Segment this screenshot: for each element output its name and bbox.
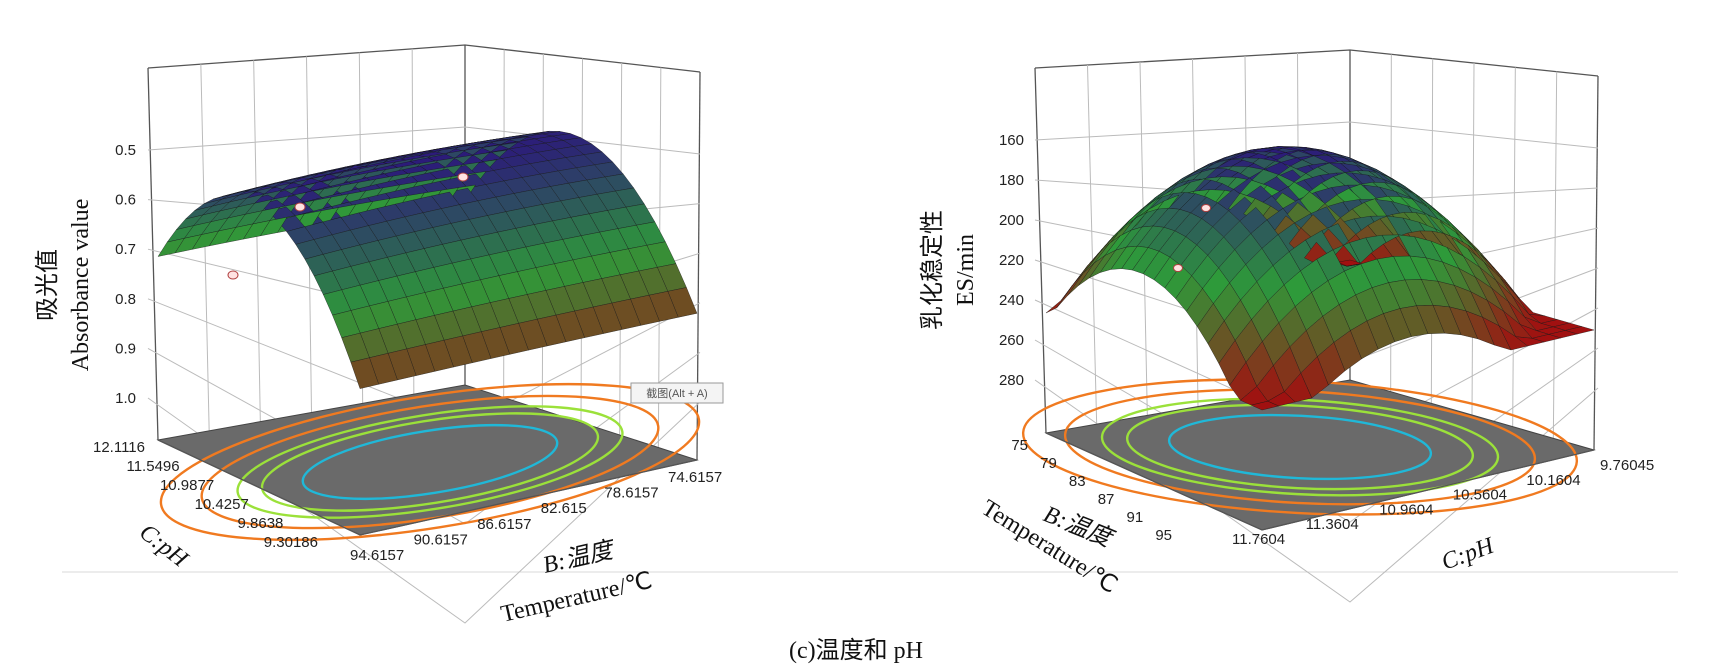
c-tick-label: 10.9877: [160, 477, 214, 494]
contour-line: [1167, 413, 1433, 481]
z-axis-label-en: ES/min: [953, 234, 979, 306]
z-tick-label: 0.9: [115, 340, 136, 357]
b-tick-label: 87: [1098, 491, 1115, 508]
b-tick-label: 86.6157: [477, 516, 531, 533]
c-tick-label: 12.1116: [93, 439, 145, 456]
z-axis-label-cn: 乳化稳定性: [919, 210, 946, 330]
surface-patch: [1056, 273, 1084, 308]
z-axis-label-cn: 吸光值: [34, 249, 61, 321]
contour-line: [236, 405, 624, 519]
b-tick-label: 91: [1127, 509, 1144, 526]
right-wall-edge: [1593, 75, 1599, 451]
b-axis-label-en: Temperature/℃: [499, 568, 655, 628]
design-points: [1173, 204, 1211, 272]
z-tick-label: 0.5: [115, 142, 136, 159]
wall-gridline: [1552, 71, 1558, 439]
chart-emulsion-stability: 160 180 200 220 240 260 280 75 79 83 87 91 95 11.76…: [919, 49, 1654, 603]
z-tick-label: 0.6: [115, 192, 136, 209]
figure-caption: (c)温度和 pH: [789, 637, 923, 664]
c-tick-label: 9.76045: [1600, 457, 1654, 474]
left-wall-edge: [147, 67, 159, 441]
c-tick-label: 11.7604: [1232, 531, 1285, 548]
b-tick-label: 95: [1155, 527, 1172, 544]
b-tick-label: 83: [1069, 473, 1086, 490]
b-tick-label: 79: [1040, 455, 1057, 472]
contour-line: [159, 382, 701, 542]
surface-patch: [157, 237, 185, 257]
contour-lines: [159, 382, 701, 542]
z-tick-label: 0.8: [115, 291, 136, 308]
surface-patch: [1250, 400, 1280, 411]
b-tick-label: 75: [1011, 437, 1028, 454]
z-tick-labels: 0.5 0.6 0.7 0.8 0.9 1.0: [115, 142, 136, 407]
design-point: [457, 172, 469, 182]
c-axis-label: C:pH: [1438, 532, 1499, 575]
z-tick-label: 1.0: [115, 390, 136, 407]
c-axis-label: C:pH: [134, 519, 193, 573]
floor-plane: [1044, 379, 1596, 531]
screenshot-tooltip-text: 截图(Alt + A): [646, 386, 707, 400]
surface-patch: [350, 357, 380, 389]
b-tick-label: 94.6157: [350, 547, 404, 564]
contour-line: [301, 423, 559, 501]
b-tick-label: 78.6157: [604, 485, 658, 502]
screenshot-tooltip: [630, 382, 724, 404]
c-tick-labels: 11.7604 11.3604 10.9604 10.5604 10.1604 9.760…: [1232, 457, 1654, 548]
response-surface: [1045, 146, 1595, 411]
c-tick-label: 9.8638: [238, 515, 284, 532]
b-tick-label: 74.6157: [668, 469, 722, 486]
c-tick-label: 10.1604: [1526, 472, 1580, 489]
back-top-edge: [147, 44, 701, 73]
wall-gridline: [1512, 67, 1516, 427]
b-tick-labels: 94.6157 90.6157 86.6157 82.615 78.6157 74.615…: [350, 469, 722, 564]
wall-gridline: [200, 64, 210, 431]
c-tick-label: 10.5604: [1453, 487, 1507, 504]
z-tick-label: 180: [999, 172, 1024, 189]
z-axis-label-en: Absorbance value: [68, 199, 94, 372]
wall-gridline: [1087, 64, 1098, 425]
b-tick-label: 82.615: [541, 500, 587, 517]
b-tick-label: 90.6157: [414, 531, 468, 548]
design-point: [1173, 264, 1183, 272]
left-wall-edge: [1034, 67, 1047, 434]
z-gridline: [147, 126, 701, 155]
floor-front-edges: [1045, 432, 1595, 531]
b-tick-labels: 75 79 83 87 91 95: [1011, 437, 1172, 544]
z-tick-labels: 160 180 200 220 240 260 280: [999, 132, 1024, 389]
contour-line: [1125, 403, 1475, 491]
wall-gridline: [253, 60, 261, 422]
z-tick-label: 280: [999, 372, 1024, 389]
c-tick-label: 10.4257: [195, 496, 249, 513]
design-point: [1201, 204, 1211, 212]
z-gridline: [1034, 339, 1599, 523]
z-tick-label: 220: [999, 252, 1024, 269]
c-tick-label: 11.3604: [1306, 516, 1359, 533]
design-point: [294, 202, 306, 212]
z-tick-label: 0.7: [115, 241, 136, 258]
floor-front-edges: [157, 439, 698, 536]
surface-patch: [1067, 263, 1095, 296]
z-tick-label: 260: [999, 332, 1024, 349]
z-tick-label: 160: [999, 132, 1024, 149]
c-tick-labels: 12.1116 11.5496 10.9877 10.4257 9.8638 9.3018…: [93, 439, 318, 551]
design-point: [227, 270, 239, 280]
c-tick-label: 9.30186: [264, 534, 318, 551]
z-tick-label: 240: [999, 292, 1024, 309]
response-surface: [157, 130, 698, 389]
c-tick-label: 11.5496: [126, 458, 179, 475]
z-gridline: [1034, 121, 1599, 149]
surface-patch: [1045, 285, 1073, 314]
chart-absorbance: 0.5 0.6 0.7 0.8 0.9 1.0 12.1116 11.5496 10.9877…: [34, 44, 724, 628]
z-tick-label: 200: [999, 212, 1024, 229]
design-points: [227, 172, 469, 280]
wall-gridline: [1471, 62, 1475, 416]
back-top-edge: [1034, 49, 1599, 77]
c-tick-label: 10.9604: [1379, 501, 1433, 518]
surface-patch: [1514, 336, 1546, 347]
